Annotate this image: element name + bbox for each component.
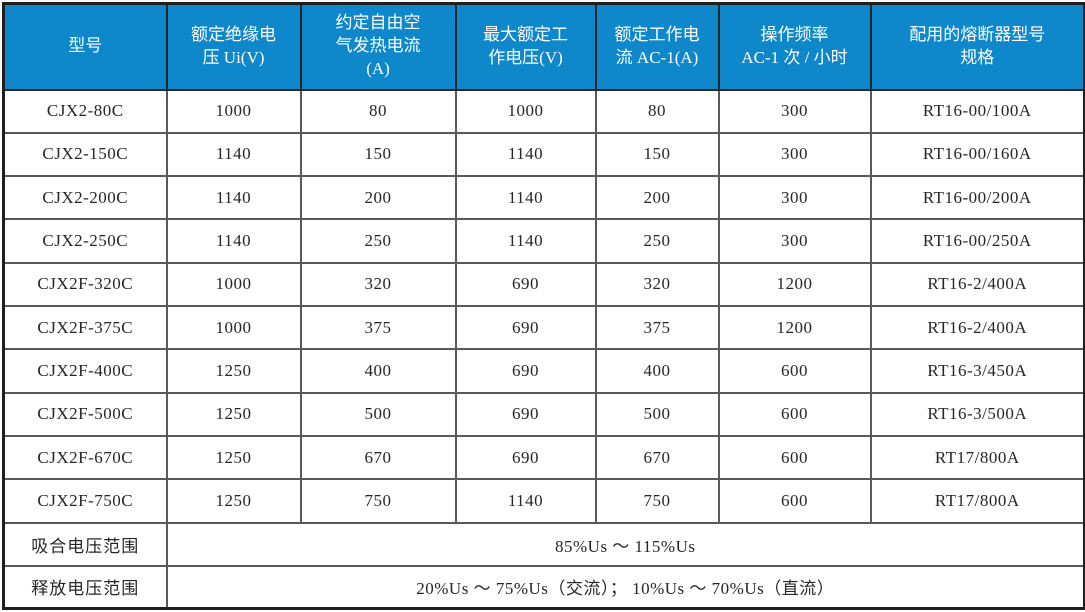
cell-thermal-current: 320 xyxy=(299,261,457,307)
cell-max-operational-voltage: 1140 xyxy=(454,131,597,178)
cell-model: CJX2-150C xyxy=(2,131,168,178)
table-row: CJX2F-375C 1000 375 690 375 1200 RT16-2/… xyxy=(2,304,1085,351)
column-header-model: 型号 xyxy=(2,2,168,91)
table-row: CJX2-150C 1140 150 1140 150 300 RT16-00/… xyxy=(2,131,1085,178)
cell-fuse-spec: RT16-3/500A xyxy=(869,391,1085,437)
cell-thermal-current: 80 xyxy=(299,88,457,134)
cell-model: CJX2F-500C xyxy=(2,391,168,437)
cell-rated-insulation-voltage: 1250 xyxy=(165,391,302,437)
cell-model: CJX2-250C xyxy=(2,218,168,264)
footer-value-release-voltage: 20%Us ～ 75%Us（交流）； 10%Us ～ 70%Us（直流） xyxy=(165,564,1085,610)
cell-operational-current: 400 xyxy=(594,348,720,394)
cell-model: CJX2-200C xyxy=(2,175,168,221)
table-row: CJX2F-400C 1250 400 690 400 600 RT16-3/4… xyxy=(2,348,1085,394)
cell-fuse-spec: RT16-00/250A xyxy=(869,218,1085,264)
cell-rated-insulation-voltage: 1140 xyxy=(165,175,302,221)
cell-rated-insulation-voltage: 1250 xyxy=(165,348,302,394)
cell-operational-current: 750 xyxy=(594,478,720,524)
column-header-rated-operational-current: 额定工作电 流 AC-1(A) xyxy=(594,2,720,91)
table-row: CJX2F-670C 1250 670 690 670 600 RT17/800… xyxy=(2,434,1085,481)
header-row: 型号 额定绝缘电 压 Ui(V) 约定自由空 气发热电流 (A) 最大额定工 作… xyxy=(2,2,1085,91)
footer-value-pickup-voltage: 85%Us ～ 115%Us xyxy=(165,521,1085,567)
footer-row-release-voltage: 释放电压范围 20%Us ～ 75%Us（交流）； 10%Us ～ 70%Us（… xyxy=(2,564,1085,610)
cell-max-operational-voltage: 690 xyxy=(454,348,597,394)
cell-model: CJX2F-320C xyxy=(2,261,168,307)
cell-rated-insulation-voltage: 1000 xyxy=(165,88,302,134)
table-row: CJX2-200C 1140 200 1140 200 300 RT16-00/… xyxy=(2,175,1085,221)
cell-model: CJX2F-670C xyxy=(2,434,168,481)
cell-max-operational-voltage: 690 xyxy=(454,391,597,437)
cell-fuse-spec: RT16-3/450A xyxy=(869,348,1085,394)
cell-fuse-spec: RT16-00/160A xyxy=(869,131,1085,178)
cell-rated-insulation-voltage: 1140 xyxy=(165,218,302,264)
cell-operating-frequency: 300 xyxy=(717,218,872,264)
cell-operational-current: 320 xyxy=(594,261,720,307)
cell-operational-current: 500 xyxy=(594,391,720,437)
table-row: CJX2F-500C 1250 500 690 500 600 RT16-3/5… xyxy=(2,391,1085,437)
cell-operating-frequency: 1200 xyxy=(717,304,872,351)
cell-operating-frequency: 600 xyxy=(717,478,872,524)
cell-operating-frequency: 300 xyxy=(717,175,872,221)
table-row: CJX2-250C 1140 250 1140 250 300 RT16-00/… xyxy=(2,218,1085,264)
cell-max-operational-voltage: 1140 xyxy=(454,175,597,221)
cell-operating-frequency: 300 xyxy=(717,131,872,178)
cell-max-operational-voltage: 1000 xyxy=(454,88,597,134)
column-header-conventional-free-air-thermal-current: 约定自由空 气发热电流 (A) xyxy=(299,2,457,91)
cell-fuse-spec: RT17/800A xyxy=(869,434,1085,481)
cell-max-operational-voltage: 690 xyxy=(454,434,597,481)
cell-max-operational-voltage: 1140 xyxy=(454,218,597,264)
cell-rated-insulation-voltage: 1000 xyxy=(165,261,302,307)
footer-row-pickup-voltage: 吸合电压范围 85%Us ～ 115%Us xyxy=(2,521,1085,567)
footer-label-pickup-voltage: 吸合电压范围 xyxy=(2,521,168,567)
cell-max-operational-voltage: 690 xyxy=(454,261,597,307)
cell-operational-current: 200 xyxy=(594,175,720,221)
cell-thermal-current: 750 xyxy=(299,478,457,524)
footer-label-release-voltage: 释放电压范围 xyxy=(2,564,168,610)
cell-thermal-current: 500 xyxy=(299,391,457,437)
cell-fuse-spec: RT16-00/100A xyxy=(869,88,1085,134)
cell-model: CJX2-80C xyxy=(2,88,168,134)
cell-rated-insulation-voltage: 1250 xyxy=(165,478,302,524)
column-header-operating-frequency: 操作频率 AC-1 次 / 小时 xyxy=(717,2,872,91)
cell-fuse-spec: RT16-2/400A xyxy=(869,304,1085,351)
cell-operational-current: 670 xyxy=(594,434,720,481)
cell-thermal-current: 250 xyxy=(299,218,457,264)
table-row: CJX2F-750C 1250 750 1140 750 600 RT17/80… xyxy=(2,478,1085,524)
cell-operating-frequency: 600 xyxy=(717,434,872,481)
cell-fuse-spec: RT17/800A xyxy=(869,478,1085,524)
cell-operating-frequency: 600 xyxy=(717,348,872,394)
table-row: CJX2F-320C 1000 320 690 320 1200 RT16-2/… xyxy=(2,261,1085,307)
cell-operating-frequency: 1200 xyxy=(717,261,872,307)
cell-operational-current: 150 xyxy=(594,131,720,178)
cell-max-operational-voltage: 1140 xyxy=(454,478,597,524)
cell-thermal-current: 400 xyxy=(299,348,457,394)
column-header-max-rated-operational-voltage: 最大额定工 作电压(V) xyxy=(454,2,597,91)
cell-rated-insulation-voltage: 1000 xyxy=(165,304,302,351)
cell-operational-current: 375 xyxy=(594,304,720,351)
cell-operational-current: 250 xyxy=(594,218,720,264)
cell-thermal-current: 375 xyxy=(299,304,457,351)
cell-thermal-current: 200 xyxy=(299,175,457,221)
cell-operational-current: 80 xyxy=(594,88,720,134)
cell-rated-insulation-voltage: 1140 xyxy=(165,131,302,178)
column-header-fuse-spec: 配用的熔断器型号 规格 xyxy=(869,2,1085,91)
cell-operating-frequency: 300 xyxy=(717,88,872,134)
cell-model: CJX2F-400C xyxy=(2,348,168,394)
cell-operating-frequency: 600 xyxy=(717,391,872,437)
cell-model: CJX2F-375C xyxy=(2,304,168,351)
cell-fuse-spec: RT16-2/400A xyxy=(869,261,1085,307)
cell-thermal-current: 670 xyxy=(299,434,457,481)
cell-thermal-current: 150 xyxy=(299,131,457,178)
cell-fuse-spec: RT16-00/200A xyxy=(869,175,1085,221)
cell-model: CJX2F-750C xyxy=(2,478,168,524)
cell-rated-insulation-voltage: 1250 xyxy=(165,434,302,481)
column-header-rated-insulation-voltage: 额定绝缘电 压 Ui(V) xyxy=(165,2,302,91)
table-row: CJX2-80C 1000 80 1000 80 300 RT16-00/100… xyxy=(2,88,1085,134)
cell-max-operational-voltage: 690 xyxy=(454,304,597,351)
